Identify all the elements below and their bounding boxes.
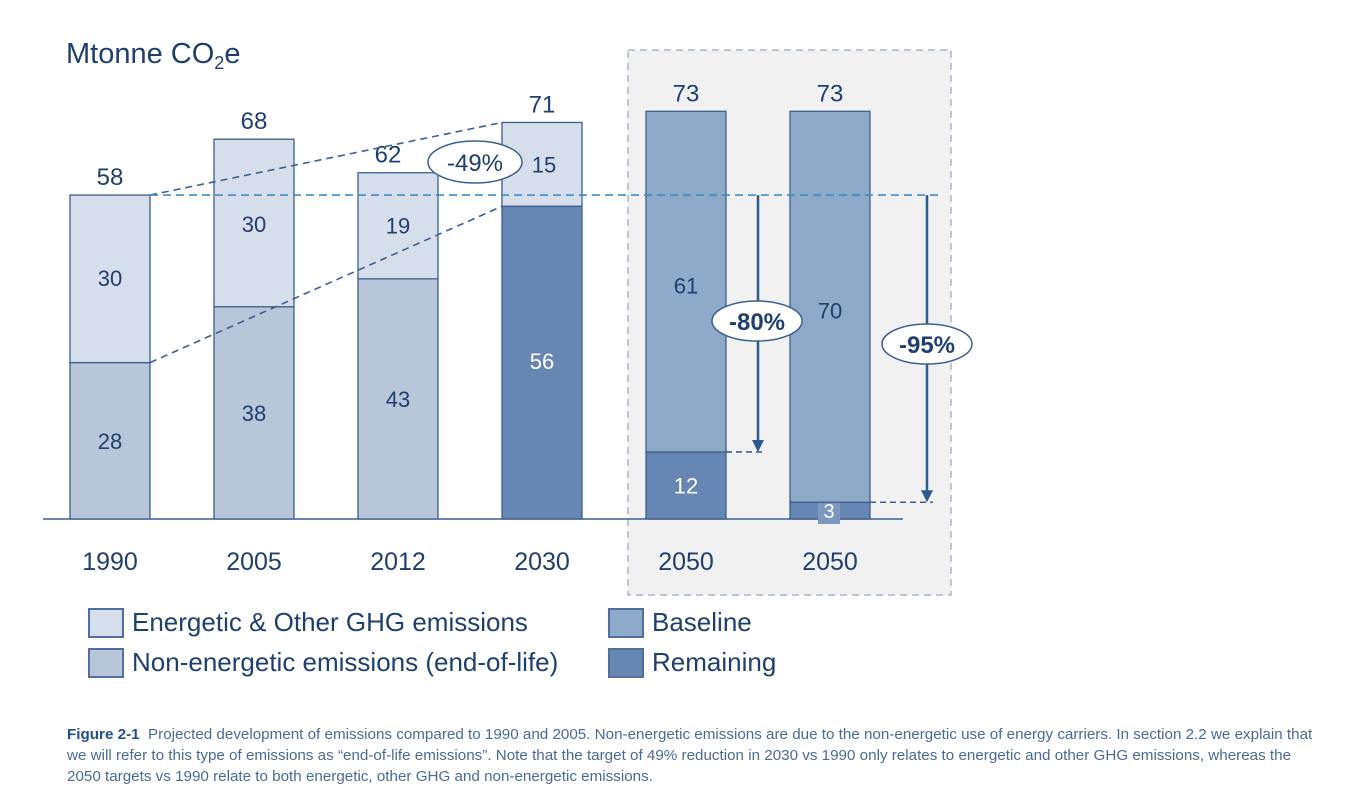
segment-label: 19 bbox=[386, 214, 410, 239]
bar-total-label: 68 bbox=[241, 108, 268, 135]
annotation-ellipse bbox=[427, 140, 523, 184]
stacked-bar-chart: 2830581990383068200543196220125615712030… bbox=[43, 49, 973, 596]
figure-label: Figure 2-1 bbox=[67, 726, 140, 743]
x-tick-label: 2050 bbox=[658, 548, 714, 576]
bar-segment-baseline bbox=[789, 110, 871, 503]
bar-segment-energetic bbox=[357, 172, 439, 280]
legend-swatch-baseline bbox=[608, 607, 644, 638]
segment-label: 61 bbox=[674, 273, 698, 298]
segment-label: 30 bbox=[242, 212, 266, 237]
bar-segment-remaining bbox=[645, 451, 727, 520]
bar-segment-baseline bbox=[645, 110, 727, 453]
y-axis-unit-title: Mtonne CO2e bbox=[66, 38, 241, 73]
bar-total-label: 73 bbox=[673, 80, 700, 107]
x-tick-label: 2050 bbox=[802, 548, 858, 576]
bar-segment-remaining bbox=[501, 205, 583, 520]
segment-label: 38 bbox=[242, 401, 266, 426]
legend-item-remaining: Remaining bbox=[608, 647, 776, 678]
legend-swatch-non-energetic bbox=[88, 647, 124, 678]
bar-total-label: 58 bbox=[97, 164, 124, 191]
legend-label: Energetic & Other GHG emissions bbox=[132, 607, 528, 637]
legend-label: Non-energetic emissions (end-of-life) bbox=[132, 647, 559, 677]
figure-caption-text: Projected development of emissions compa… bbox=[67, 726, 1313, 785]
annotation-label: -49% bbox=[447, 150, 503, 177]
annotation-label: -95% bbox=[899, 332, 955, 359]
legend-item-energetic: Energetic & Other GHG emissions bbox=[88, 607, 528, 638]
legend-item-non-energetic: Non-energetic emissions (end-of-life) bbox=[88, 647, 558, 678]
figure-caption: Figure 2-1 Projected development of emis… bbox=[67, 724, 1317, 787]
bar-total-label: 73 bbox=[817, 80, 844, 107]
bar-segment-energetic bbox=[69, 194, 151, 364]
legend-item-baseline: Baseline bbox=[608, 607, 752, 638]
bar-total-label: 71 bbox=[529, 91, 556, 118]
segment-label: 3 bbox=[823, 501, 834, 523]
bar-segment-energetic bbox=[213, 138, 295, 308]
legend-label: Baseline bbox=[652, 607, 752, 637]
x-tick-label: 2012 bbox=[370, 548, 426, 576]
segment-label: 15 bbox=[532, 152, 556, 177]
x-tick-label: 1990 bbox=[82, 548, 138, 576]
legend-swatch-energetic bbox=[88, 607, 124, 638]
reduction-arrow-head bbox=[752, 439, 764, 452]
bar-segment-non-energetic bbox=[69, 361, 151, 520]
annotation-label: -80% bbox=[729, 309, 785, 336]
legend-swatch-remaining bbox=[608, 647, 644, 678]
reduction-arrow-head bbox=[921, 490, 933, 503]
x-tick-label: 2005 bbox=[226, 548, 282, 576]
annotation-ellipse bbox=[881, 323, 973, 365]
segment-label: 12 bbox=[674, 473, 698, 498]
segment-label: 30 bbox=[98, 266, 122, 291]
segment-label-bg bbox=[818, 498, 840, 524]
segment-label: 70 bbox=[818, 298, 842, 323]
legend-label: Remaining bbox=[652, 647, 777, 677]
segment-label: 56 bbox=[530, 349, 554, 374]
connector-line-bottom bbox=[149, 205, 503, 364]
segment-label: 43 bbox=[386, 387, 410, 412]
annotation-ellipse bbox=[711, 300, 803, 342]
segment-label: 28 bbox=[98, 429, 122, 454]
x-tick-label: 2030 bbox=[514, 548, 570, 576]
